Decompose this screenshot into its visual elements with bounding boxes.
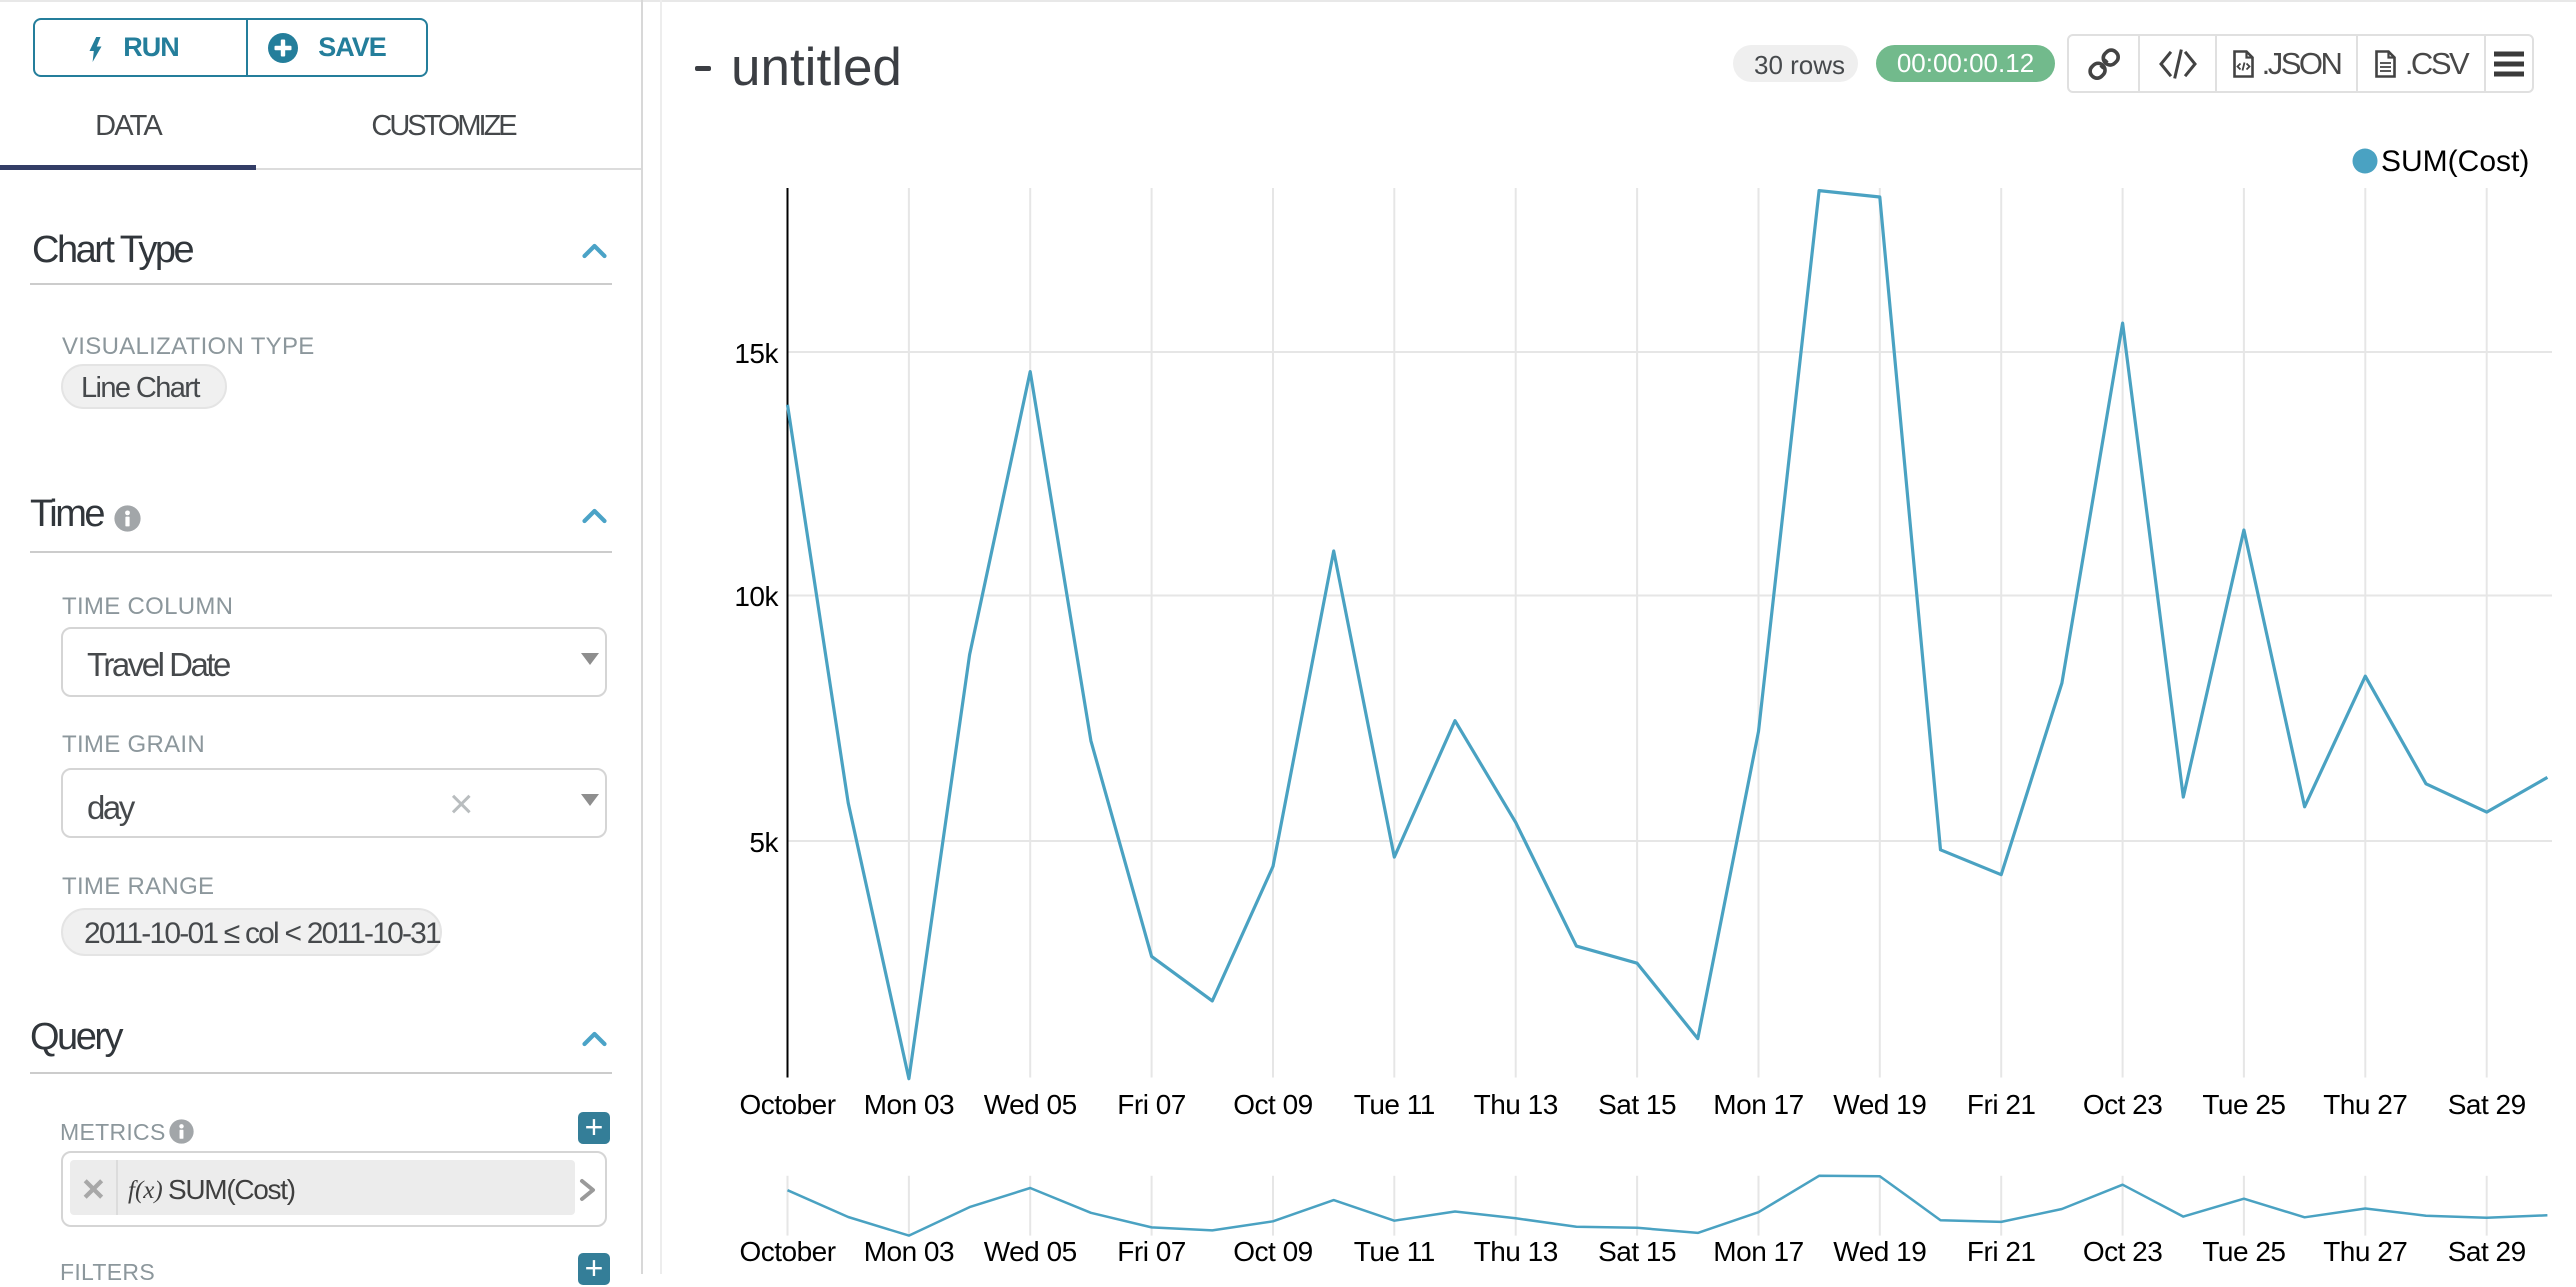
svg-text:Mon 17: Mon 17 (1713, 1089, 1803, 1120)
svg-text:Oct 23: Oct 23 (2083, 1236, 2162, 1267)
svg-text:15k: 15k (734, 338, 779, 369)
svg-text:Thu 27: Thu 27 (2323, 1089, 2407, 1120)
svg-text:October: October (739, 1236, 835, 1267)
svg-text:Fri 21: Fri 21 (1967, 1089, 2036, 1120)
svg-text:Mon 17: Mon 17 (1713, 1236, 1803, 1267)
svg-text:Wed 05: Wed 05 (984, 1236, 1077, 1267)
svg-text:Oct 23: Oct 23 (2083, 1089, 2162, 1120)
svg-text:5k: 5k (749, 827, 779, 858)
svg-text:Sat 15: Sat 15 (1598, 1236, 1676, 1267)
svg-text:Fri 21: Fri 21 (1967, 1236, 2036, 1267)
svg-text:Oct 09: Oct 09 (1233, 1089, 1312, 1120)
svg-text:October: October (739, 1089, 835, 1120)
svg-text:Fri 07: Fri 07 (1117, 1089, 1186, 1120)
svg-text:10k: 10k (734, 581, 779, 612)
svg-text:Mon 03: Mon 03 (864, 1089, 954, 1120)
svg-text:Oct 09: Oct 09 (1233, 1236, 1312, 1267)
svg-text:Sat 29: Sat 29 (2448, 1236, 2526, 1267)
svg-text:Thu 13: Thu 13 (1474, 1236, 1558, 1267)
svg-text:Tue 11: Tue 11 (1354, 1236, 1435, 1267)
svg-text:Tue 25: Tue 25 (2202, 1236, 2285, 1267)
svg-text:Fri 07: Fri 07 (1117, 1236, 1186, 1267)
svg-text:Wed 19: Wed 19 (1833, 1089, 1926, 1120)
svg-text:Sat 15: Sat 15 (1598, 1089, 1676, 1120)
svg-text:Thu 27: Thu 27 (2323, 1236, 2407, 1267)
svg-text:Thu 13: Thu 13 (1474, 1089, 1558, 1120)
svg-text:Mon 03: Mon 03 (864, 1236, 954, 1267)
svg-text:Tue 11: Tue 11 (1354, 1089, 1435, 1120)
svg-text:Sat 29: Sat 29 (2448, 1089, 2526, 1120)
svg-text:SUM(Cost): SUM(Cost) (2381, 145, 2529, 178)
svg-text:Wed 05: Wed 05 (984, 1089, 1077, 1120)
svg-text:Wed 19: Wed 19 (1833, 1236, 1926, 1267)
svg-text:Tue 25: Tue 25 (2202, 1089, 2285, 1120)
